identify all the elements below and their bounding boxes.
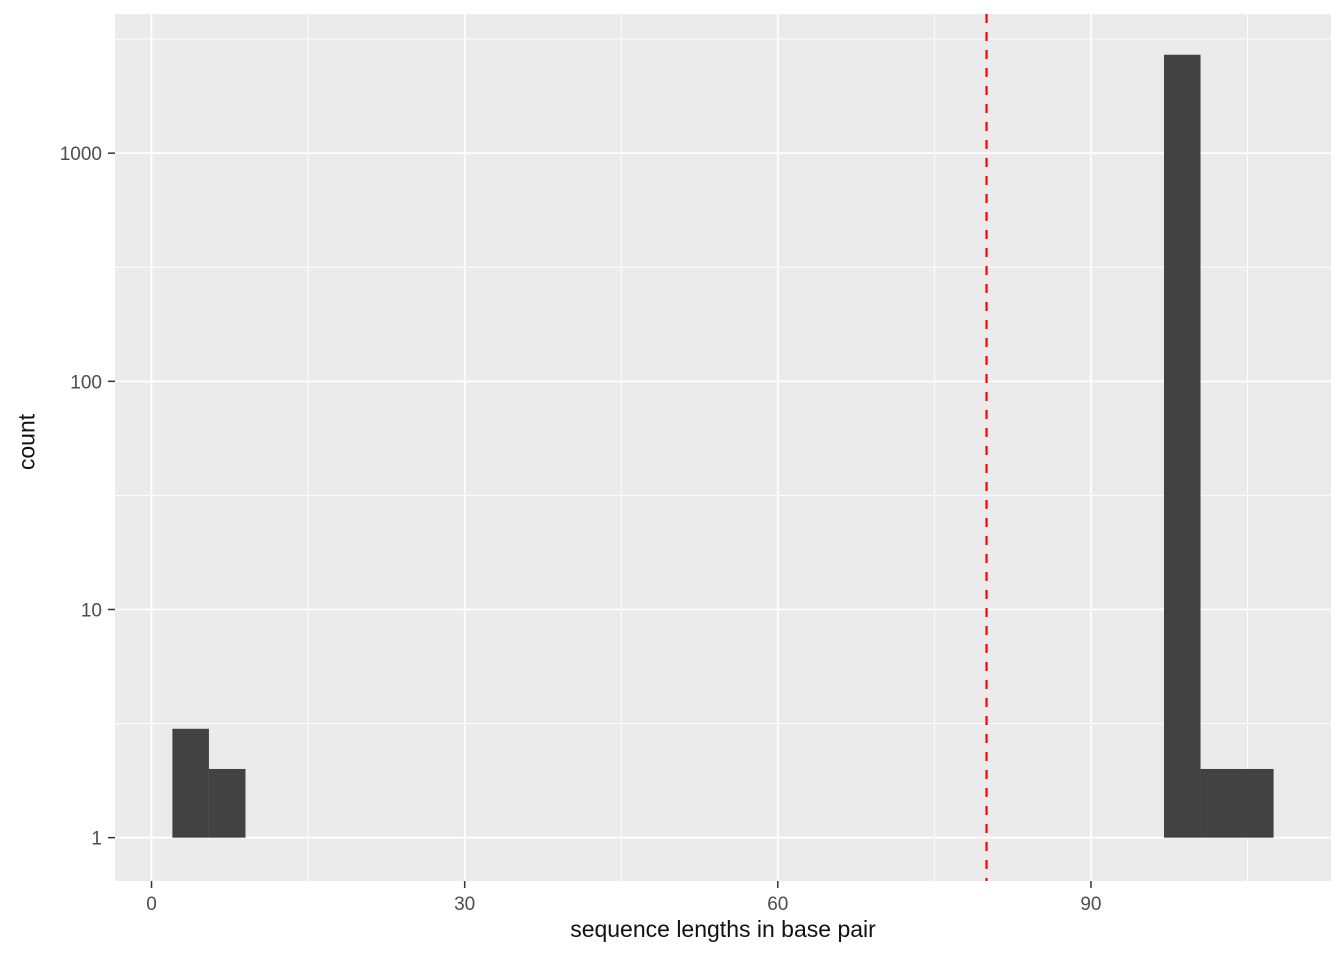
histogram-bar [1163, 54, 1201, 838]
histogram-bar [1200, 768, 1274, 838]
x-tick-label: 90 [1080, 894, 1101, 915]
y-tick-label: 100 [70, 372, 102, 393]
histogram-bar [172, 728, 209, 838]
x-tick-label: 30 [454, 894, 475, 915]
x-tick-label: 60 [767, 894, 788, 915]
x-tick-label: 0 [146, 894, 157, 915]
plot-panel [115, 14, 1331, 881]
histogram-bar [208, 768, 246, 838]
x-axis-title: sequence lengths in base pair [570, 916, 876, 942]
y-tick-label: 1 [91, 829, 102, 850]
y-tick-label: 10 [81, 600, 102, 621]
y-axis-title: count [13, 413, 40, 471]
y-tick-label: 1000 [60, 144, 102, 165]
